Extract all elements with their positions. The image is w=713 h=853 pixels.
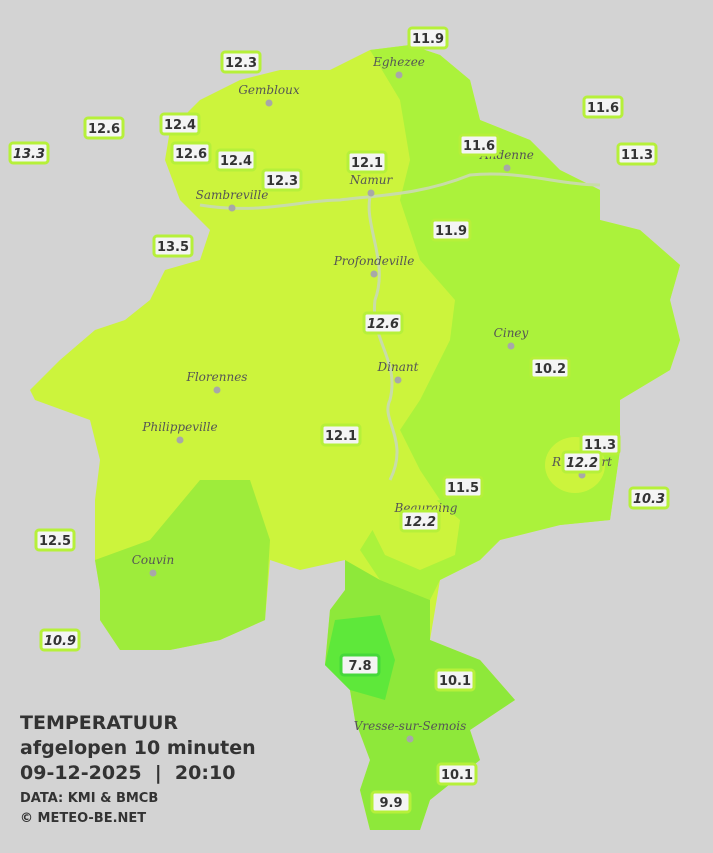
station-value: 12.4	[220, 154, 252, 169]
station-value: 12.3	[225, 56, 257, 71]
station-value: 10.3	[633, 492, 665, 507]
station-value: 9.9	[379, 796, 402, 811]
station-box	[430, 218, 472, 242]
station-box	[339, 653, 381, 677]
station-box	[442, 475, 484, 499]
station-value: 13.3	[13, 147, 45, 162]
station-box	[628, 486, 670, 510]
station-value: 11.9	[412, 32, 444, 47]
station-value: 10.1	[439, 674, 471, 689]
station-value: 12.6	[88, 122, 120, 137]
station-value: 11.6	[587, 101, 619, 116]
station-box	[399, 509, 441, 533]
station-box	[561, 450, 603, 474]
station-box	[83, 116, 125, 140]
station-box	[362, 311, 404, 335]
town-label: Gembloux	[238, 83, 300, 97]
station-value: 10.1	[441, 768, 473, 783]
station-box	[39, 628, 81, 652]
cool-zone-south	[325, 560, 515, 830]
copyright: © METEO-BE.NET	[20, 811, 147, 826]
town-label: Florennes	[186, 370, 248, 384]
station-value: 13.5	[157, 240, 189, 255]
town-dot	[394, 376, 402, 384]
datetime: 09-12-2025 | 20:10	[20, 762, 236, 784]
station-value: 12.1	[351, 156, 383, 171]
station-value: 12.3	[266, 174, 298, 189]
station-box	[170, 141, 212, 165]
station-box	[152, 234, 194, 258]
town-dot	[149, 569, 157, 577]
station-value: 7.8	[348, 659, 371, 674]
station-box	[370, 790, 412, 814]
station-value: 11.3	[621, 148, 653, 163]
town-label: Sambreville	[196, 188, 269, 202]
subtitle: afgelopen 10 minuten	[20, 737, 256, 759]
station-box	[215, 148, 257, 172]
station-value: 11.9	[435, 224, 467, 239]
station-value: 12.1	[325, 429, 357, 444]
station-box	[34, 528, 76, 552]
town-dot	[395, 71, 403, 79]
station-box	[529, 356, 571, 380]
station-box	[582, 95, 624, 119]
town-label: Eghezee	[372, 55, 425, 69]
town-label: Vresse-sur-Semois	[354, 719, 467, 733]
town-dot	[228, 204, 236, 212]
station-value: 10.2	[534, 362, 566, 377]
station-value: 12.2	[404, 515, 436, 530]
station-value: 12.6	[367, 317, 399, 332]
river	[199, 172, 601, 481]
station-box	[458, 133, 500, 157]
town-label: Namur	[349, 173, 394, 187]
station-box	[346, 150, 388, 174]
town-dot	[367, 189, 375, 197]
town-dot	[507, 342, 515, 350]
station-box	[434, 668, 476, 692]
town-label: Couvin	[132, 553, 174, 567]
station-box	[8, 141, 50, 165]
station-value: 12.6	[175, 147, 207, 162]
title: TEMPERATUUR	[20, 712, 179, 734]
station-value: 11.5	[447, 481, 479, 496]
source: DATA: KMI & BMCB	[20, 791, 159, 806]
station-value: 12.2	[566, 456, 598, 471]
cool-zone-sw	[95, 480, 270, 650]
station-value: 10.9	[44, 634, 76, 649]
town-label: Profondeville	[333, 254, 415, 268]
station-box	[320, 423, 362, 447]
station-box	[159, 112, 201, 136]
station-box	[436, 762, 478, 786]
town-dot	[406, 735, 414, 743]
station-value: 12.4	[164, 118, 196, 133]
town-label: Philippeville	[141, 420, 217, 434]
station-box	[407, 26, 449, 50]
station-value: 12.5	[39, 534, 71, 549]
town-dot	[176, 436, 184, 444]
station-box	[616, 142, 658, 166]
station-box	[261, 168, 303, 192]
station-value: 11.3	[584, 438, 616, 453]
station-value: 11.6	[463, 139, 495, 154]
town-dot	[213, 386, 221, 394]
town-label: Ciney	[494, 326, 529, 340]
town-dot	[503, 164, 511, 172]
town-dot	[370, 270, 378, 278]
station-box	[220, 50, 262, 74]
town-label: Dinant	[377, 360, 419, 374]
town-dot	[265, 99, 273, 107]
